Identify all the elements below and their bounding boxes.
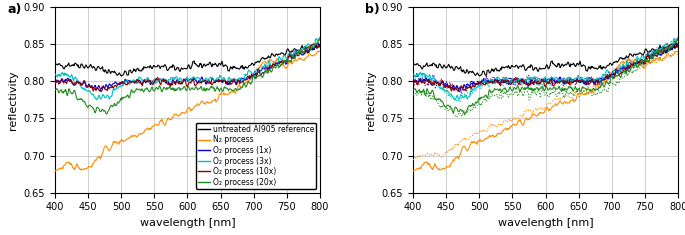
- Legend: untreated Al905 reference, N₂ process, O₂ process (1x), O₂ process (3x), O₂ proc: untreated Al905 reference, N₂ process, O…: [196, 123, 316, 189]
- Text: b): b): [365, 3, 380, 16]
- Y-axis label: reflectivity: reflectivity: [8, 70, 18, 130]
- Y-axis label: reflectivity: reflectivity: [366, 70, 376, 130]
- X-axis label: wavelength [nm]: wavelength [nm]: [140, 218, 235, 228]
- X-axis label: wavelength [nm]: wavelength [nm]: [498, 218, 593, 228]
- Text: a): a): [7, 3, 21, 16]
